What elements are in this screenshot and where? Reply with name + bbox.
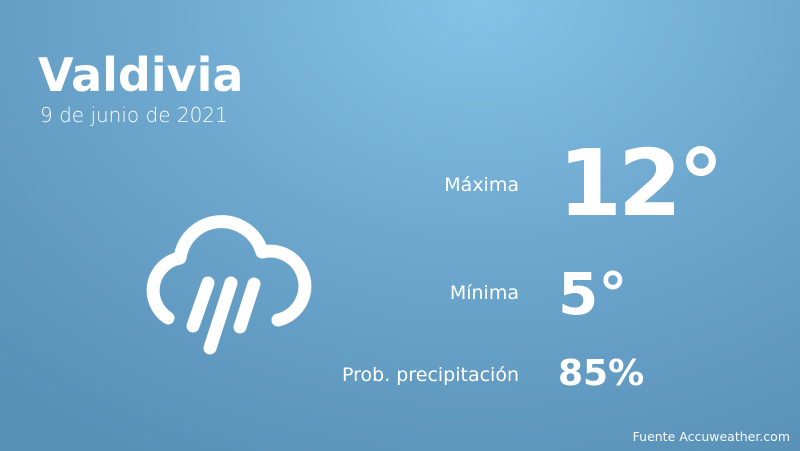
forecast-date: 9 de junio de 2021: [40, 103, 228, 127]
min-label: Mínima: [449, 282, 519, 304]
max-label: Máxima: [444, 174, 519, 196]
max-temperature: 12°: [558, 130, 724, 237]
rain-cloud-icon: [146, 215, 312, 355]
min-temperature: 5°: [558, 260, 628, 328]
precipitation-label: Prob. precipitación: [342, 364, 519, 386]
city-title: Valdivia: [38, 48, 244, 102]
precipitation-value: 85%: [558, 353, 645, 394]
source-credit: Fuente Accuweather.com: [632, 429, 790, 444]
